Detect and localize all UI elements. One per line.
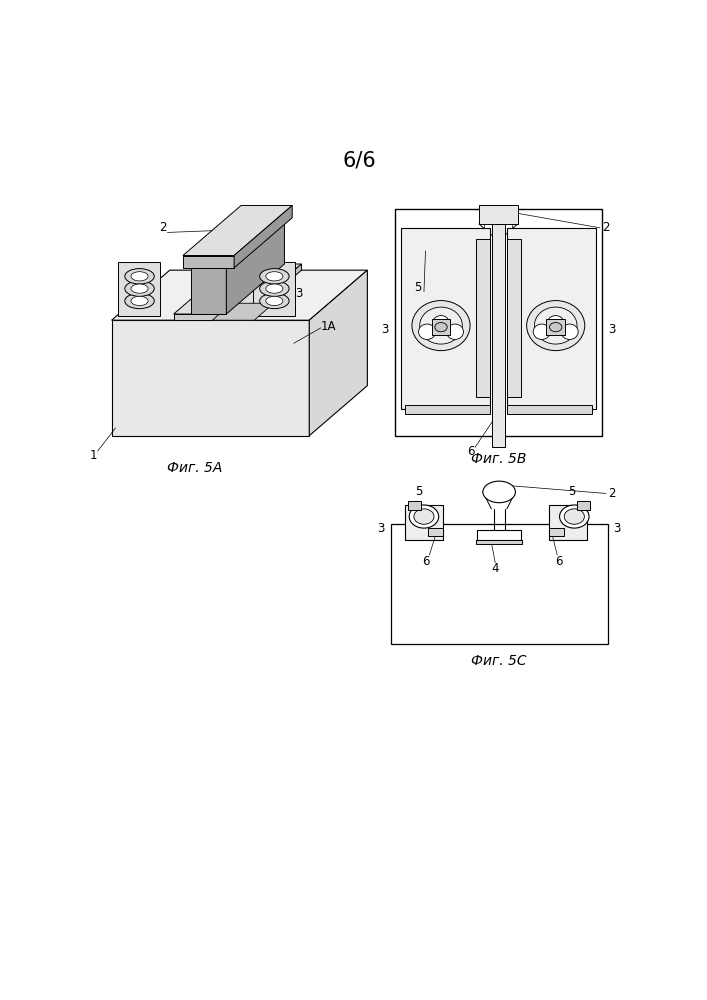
Text: 6: 6: [423, 555, 430, 568]
Bar: [578, 501, 590, 510]
Text: 1A: 1A: [321, 320, 337, 333]
Bar: [404, 405, 490, 414]
Bar: [477, 530, 521, 540]
Ellipse shape: [266, 272, 283, 281]
Bar: [401, 228, 490, 409]
Ellipse shape: [125, 281, 154, 296]
Ellipse shape: [420, 307, 462, 344]
Bar: [492, 224, 505, 447]
Polygon shape: [191, 218, 284, 268]
Bar: [409, 501, 421, 510]
Text: 6: 6: [467, 445, 475, 458]
Bar: [547, 319, 565, 335]
Text: 6/6: 6/6: [343, 150, 377, 170]
Bar: [507, 228, 596, 409]
Ellipse shape: [534, 307, 577, 344]
Bar: [549, 528, 564, 536]
Ellipse shape: [266, 284, 283, 293]
Text: 2: 2: [159, 221, 167, 234]
Ellipse shape: [131, 296, 148, 306]
Ellipse shape: [409, 505, 438, 528]
Ellipse shape: [131, 284, 148, 293]
Text: Фиг. 5В: Фиг. 5В: [471, 452, 526, 466]
Ellipse shape: [548, 316, 563, 328]
Ellipse shape: [564, 509, 585, 524]
Ellipse shape: [419, 324, 436, 339]
Polygon shape: [234, 205, 292, 268]
Ellipse shape: [559, 505, 589, 528]
Polygon shape: [252, 262, 296, 316]
Ellipse shape: [414, 509, 434, 524]
Text: 1: 1: [89, 449, 97, 462]
Ellipse shape: [561, 324, 578, 339]
Bar: [479, 205, 518, 224]
Text: Фиг. 5А: Фиг. 5А: [167, 461, 222, 475]
Text: 3: 3: [613, 522, 621, 535]
Ellipse shape: [483, 481, 515, 503]
Bar: [395, 209, 602, 436]
Bar: [507, 239, 521, 397]
Ellipse shape: [527, 301, 585, 351]
Text: 4: 4: [491, 562, 499, 575]
Polygon shape: [183, 256, 234, 268]
Text: 5: 5: [414, 281, 421, 294]
Bar: [476, 239, 490, 397]
Text: 6: 6: [555, 555, 563, 568]
Text: 2: 2: [602, 221, 610, 234]
Bar: [428, 528, 443, 536]
Bar: [404, 505, 443, 540]
Text: 3: 3: [382, 323, 389, 336]
Text: 2: 2: [608, 487, 615, 500]
Polygon shape: [309, 270, 368, 436]
Ellipse shape: [131, 272, 148, 281]
Text: 5: 5: [257, 267, 264, 280]
Text: 3: 3: [296, 287, 303, 300]
Bar: [391, 524, 607, 644]
Polygon shape: [183, 205, 292, 256]
Polygon shape: [118, 262, 160, 316]
Text: 3: 3: [378, 522, 385, 535]
Bar: [549, 505, 588, 540]
Ellipse shape: [533, 324, 550, 339]
Text: 20: 20: [221, 298, 235, 311]
Ellipse shape: [125, 269, 154, 284]
Text: 5: 5: [568, 485, 575, 498]
Bar: [476, 540, 522, 544]
Ellipse shape: [259, 293, 289, 309]
Polygon shape: [112, 320, 309, 436]
Text: 5: 5: [415, 485, 422, 498]
Text: Фиг. 5С: Фиг. 5С: [472, 654, 527, 668]
Text: 3: 3: [608, 323, 615, 336]
Ellipse shape: [446, 324, 464, 339]
Ellipse shape: [412, 301, 470, 351]
Polygon shape: [191, 268, 226, 314]
Polygon shape: [212, 303, 274, 320]
Ellipse shape: [259, 269, 289, 284]
Ellipse shape: [433, 316, 449, 328]
Polygon shape: [226, 218, 284, 314]
Polygon shape: [112, 270, 368, 320]
Bar: [432, 319, 450, 335]
Bar: [507, 405, 592, 414]
Polygon shape: [174, 314, 243, 320]
Polygon shape: [174, 264, 301, 314]
Ellipse shape: [259, 281, 289, 296]
Polygon shape: [243, 264, 301, 320]
Ellipse shape: [266, 296, 283, 306]
Ellipse shape: [125, 293, 154, 309]
Ellipse shape: [549, 323, 562, 332]
Ellipse shape: [435, 323, 448, 332]
